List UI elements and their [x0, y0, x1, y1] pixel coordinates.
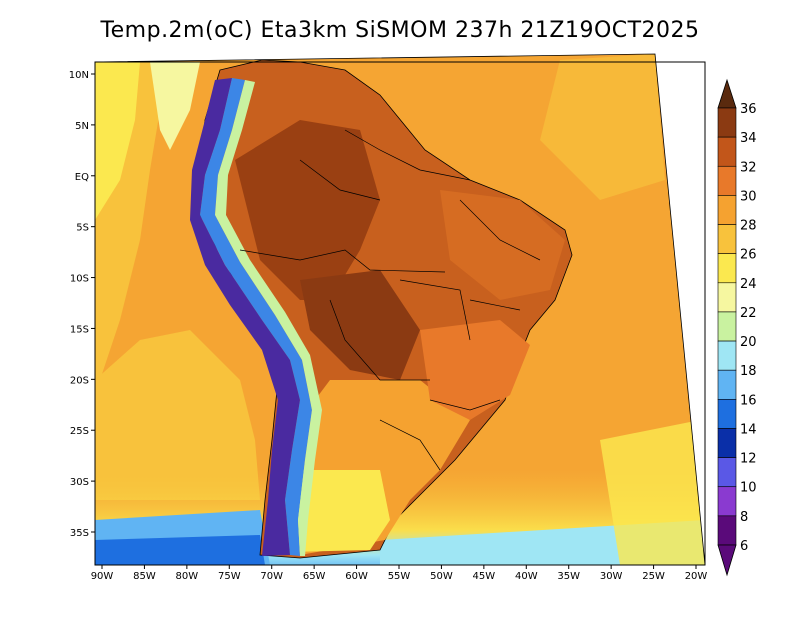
colorbar-label: 10 [740, 481, 757, 496]
colorbar-swatch [717, 369, 737, 400]
colorbar-label: 20 [740, 335, 757, 350]
lon-tick-label: 70W [260, 571, 283, 582]
lat-tick-label: EQ [75, 172, 89, 183]
colorbar-label: 28 [740, 219, 757, 234]
colorbar-label: 34 [740, 131, 757, 146]
colorbar-label: 24 [740, 277, 757, 292]
colorbar-swatch [717, 515, 737, 546]
colorbar-swatch [717, 107, 737, 138]
atlantic-east-yellow [600, 420, 705, 565]
lon-tick-label: 60W [345, 571, 368, 582]
colorbar-label: 32 [740, 160, 757, 175]
lon-tick-label: 30W [600, 571, 623, 582]
map-axes-box [94, 61, 706, 566]
andes-cold-band [190, 78, 300, 556]
lon-tick-label: 75W [218, 571, 241, 582]
se-pacific-band [95, 330, 260, 500]
colorbar-top-arrow [717, 78, 737, 109]
colorbar-swatch [717, 486, 737, 517]
longitude-axis: 90W 85W 80W 75W 70W 65W 60W 55W 50W 45W 40W 35W 30W 2… [91, 565, 708, 582]
lon-tick-label: 85W [133, 571, 156, 582]
colorbar-swatch [717, 224, 737, 254]
lat-tick-label: 5S [76, 223, 89, 234]
colorbar-label: 36 [740, 102, 757, 117]
lat-tick-label: 25S [70, 426, 89, 437]
lat-tick-label: 10S [70, 274, 89, 285]
colorbar-label: 26 [740, 248, 757, 263]
south-pacific-colder [95, 535, 265, 565]
map-domain [95, 54, 705, 565]
colorbar-label: 18 [740, 364, 757, 379]
lon-tick-label: 40W [515, 571, 538, 582]
colorbar-swatch [717, 195, 737, 225]
lon-tick-label: 55W [388, 571, 411, 582]
colorbar-swatch [717, 136, 737, 167]
colorbar-label: 12 [740, 452, 757, 467]
colorbar-label: 14 [740, 422, 757, 437]
colorbar-swatch [717, 457, 737, 488]
latitude-axis: 10N 5N EQ 5S 10S 15S 20S 25S 30S 35S [69, 70, 95, 539]
colorbar-swatch [717, 282, 737, 313]
colorbar-swatch [717, 165, 737, 196]
colorbar-label: 22 [740, 306, 757, 321]
colorbar-label: 16 [740, 393, 757, 408]
lat-tick-label: 20S [70, 375, 89, 386]
colorbar-swatch [717, 311, 737, 342]
lat-tick-label: 5N [75, 121, 89, 132]
lon-tick-label: 35W [557, 571, 580, 582]
pampas-cool [290, 470, 390, 552]
lat-tick-label: 15S [70, 324, 89, 335]
lon-tick-label: 90W [91, 571, 114, 582]
lon-tick-label: 45W [473, 571, 496, 582]
north-atlantic-band [540, 54, 665, 200]
brazil-southeast-land [420, 320, 530, 420]
colorbar-bottom-arrow [717, 544, 737, 577]
lon-tick-label: 25W [642, 571, 665, 582]
pacific-coast-band [150, 62, 200, 150]
pacific-north-band [95, 62, 140, 220]
colorbar-swatch [717, 428, 737, 458]
colorbar-label: 6 [740, 539, 748, 554]
colorbar-swatch [717, 253, 737, 284]
lon-tick-label: 20W [685, 571, 708, 582]
colorbar-label: 8 [740, 510, 748, 525]
colorbar: 36 34 32 30 28 26 24 22 20 18 16 14 12 10 8 6 [717, 78, 757, 577]
lon-tick-label: 50W [430, 571, 453, 582]
country-borders [239, 129, 541, 471]
colorbar-swatch [717, 399, 737, 429]
lon-tick-label: 80W [176, 571, 199, 582]
map-title: Temp.2m(oC) Eta3km SiSMOM 237h 21Z19OCT2… [100, 18, 700, 43]
colorbar-swatch [717, 340, 737, 371]
northeast-brazil-land [440, 190, 565, 300]
central-hot-zone [300, 270, 420, 380]
lat-tick-label: 10N [69, 70, 89, 81]
lat-tick-label: 30S [70, 477, 89, 488]
lon-tick-label: 65W [303, 571, 326, 582]
colorbar-label: 30 [740, 189, 757, 204]
lat-tick-label: 35S [70, 528, 89, 539]
